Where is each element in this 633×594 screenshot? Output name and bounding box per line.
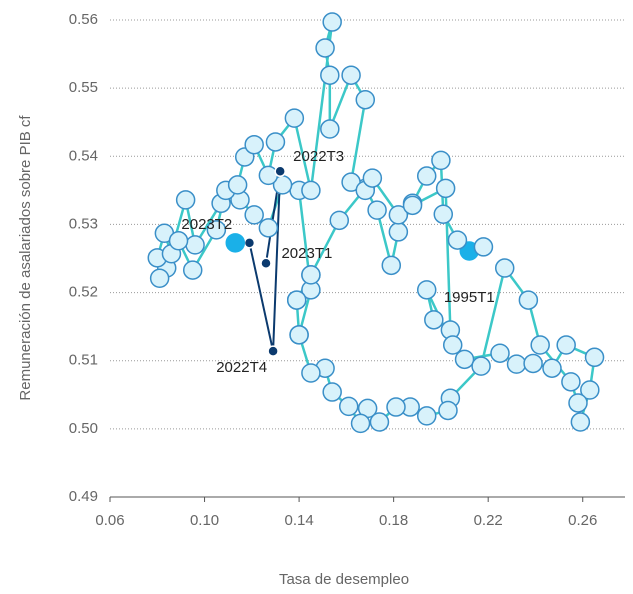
y-tick-label: 0.52 xyxy=(69,284,98,301)
x-tick-label: 0.18 xyxy=(379,512,408,529)
marker xyxy=(289,325,309,345)
y-tick-label: 0.50 xyxy=(69,420,98,437)
marker xyxy=(341,65,361,85)
marker xyxy=(362,168,383,188)
marker xyxy=(267,345,279,357)
marker xyxy=(381,255,402,276)
marker xyxy=(568,393,588,413)
marker xyxy=(258,218,279,238)
marker xyxy=(561,372,581,392)
y-tick-label: 0.56 xyxy=(69,11,98,28)
marker xyxy=(473,237,494,257)
x-tick-label: 0.14 xyxy=(284,512,313,529)
marker xyxy=(258,165,279,186)
marker xyxy=(447,230,468,250)
marker xyxy=(274,165,286,178)
marker xyxy=(494,258,515,278)
marker xyxy=(315,38,335,58)
marker xyxy=(556,335,576,355)
marker xyxy=(402,195,423,216)
marker xyxy=(416,166,437,186)
marker xyxy=(350,413,371,434)
marker xyxy=(286,290,307,310)
marker xyxy=(320,65,340,85)
marker xyxy=(355,89,376,110)
annotation: 2022T3 xyxy=(293,148,344,165)
marker xyxy=(244,134,264,155)
annotation: 2023T2 xyxy=(181,216,232,233)
x-tick-label: 0.22 xyxy=(474,512,503,529)
marker xyxy=(227,175,248,195)
marker xyxy=(243,237,256,249)
marker xyxy=(320,119,340,139)
marker xyxy=(530,335,550,355)
marker xyxy=(329,210,350,231)
x-tick-label: 0.10 xyxy=(190,512,219,529)
marker xyxy=(367,200,387,220)
marker xyxy=(260,257,272,270)
marker xyxy=(431,150,451,171)
marker xyxy=(433,204,454,224)
marker xyxy=(518,290,539,310)
marker xyxy=(301,363,321,383)
marker xyxy=(301,180,321,201)
marker xyxy=(149,268,170,289)
marker xyxy=(322,382,342,402)
marker xyxy=(388,205,409,225)
marker xyxy=(542,358,562,378)
annotation: 2023T1 xyxy=(281,245,332,262)
annotation: 1995T1 xyxy=(444,289,495,306)
marker xyxy=(206,220,227,240)
marker xyxy=(168,231,189,251)
y-tick-label: 0.49 xyxy=(69,488,98,505)
marker xyxy=(584,347,605,368)
marker xyxy=(388,222,409,242)
y-tick-label: 0.55 xyxy=(69,79,98,96)
marker xyxy=(442,335,463,355)
y-tick-label: 0.54 xyxy=(69,147,98,164)
marker xyxy=(185,235,205,255)
marker xyxy=(284,108,305,128)
marker xyxy=(438,400,458,421)
marker xyxy=(386,397,406,417)
marker xyxy=(369,412,390,432)
x-tick-label: 0.06 xyxy=(95,512,124,529)
marker xyxy=(454,349,475,370)
marker xyxy=(338,396,359,417)
marker xyxy=(416,280,437,300)
marker xyxy=(490,343,510,363)
highlight-marker xyxy=(225,233,246,253)
marker xyxy=(182,260,203,280)
marker xyxy=(506,354,527,374)
marker xyxy=(265,132,286,152)
annotation: 2022T4 xyxy=(216,359,267,376)
marker xyxy=(322,12,342,32)
marker xyxy=(175,190,196,210)
marker xyxy=(424,310,444,330)
marker xyxy=(301,265,321,285)
x-tick-label: 0.26 xyxy=(568,512,597,529)
y-tick-label: 0.51 xyxy=(69,352,98,369)
y-axis-title: Remuneración de asalariados sobre PIB cf xyxy=(17,115,34,401)
marker xyxy=(435,178,456,199)
marker xyxy=(570,412,591,432)
marker xyxy=(580,380,600,400)
marker xyxy=(244,205,264,225)
marker xyxy=(471,356,491,376)
x-axis-title: Tasa de desempleo xyxy=(279,571,409,588)
y-tick-label: 0.53 xyxy=(69,215,98,232)
marker xyxy=(523,353,543,374)
marker xyxy=(416,406,437,426)
